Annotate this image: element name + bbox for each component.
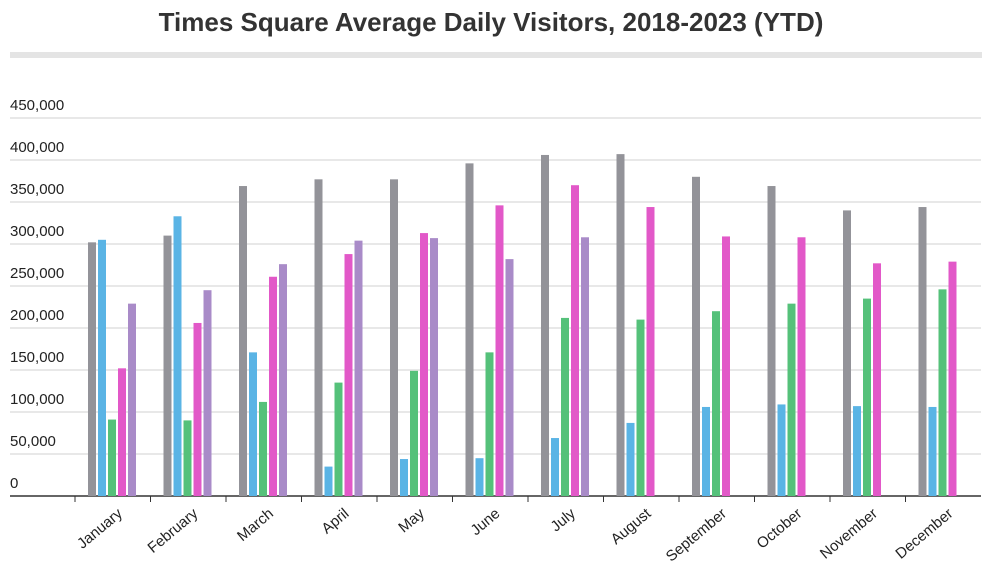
bar [98,239,106,497]
bar [722,236,730,496]
x-tick-label: January [74,505,126,553]
bar [616,154,625,496]
bar [183,420,192,496]
y-tick-label: 300,000 [10,223,64,240]
bar [928,406,937,496]
bar [118,368,126,496]
x-tick-label: February [144,505,201,557]
bar [163,235,172,496]
bar [354,240,363,496]
x-tick-label: June [468,505,504,539]
bar [324,466,333,496]
x-tick-label: September [663,505,730,565]
x-tick-label: November [817,505,881,563]
bar [571,185,579,496]
bar [88,242,96,496]
bar [863,298,871,496]
bar [636,319,645,496]
bar [465,163,474,497]
bar [948,261,957,496]
y-tick-label: 100,000 [10,391,64,408]
bar [843,210,851,496]
bar [485,352,494,496]
bar [249,352,257,496]
y-tick-label: 0 [10,475,18,492]
y-tick-label: 350,000 [10,181,64,198]
bar [581,237,589,496]
bar [475,458,484,496]
bar [692,176,700,497]
bar [344,254,353,496]
bar [797,237,806,496]
bar [108,419,116,496]
bar [873,263,881,496]
bar [334,382,343,496]
bar [239,186,247,497]
bar [420,233,428,496]
bar [561,317,569,496]
bar [541,154,549,496]
bar [918,207,927,497]
bar [938,289,947,496]
bar [777,404,786,496]
title-rule [10,52,982,58]
chart-title: Times Square Average Daily Visitors, 201… [159,7,824,37]
bar [279,264,287,496]
bar [853,406,861,496]
bar [173,216,182,496]
x-tick-label: December [892,505,956,563]
y-tick-label: 450,000 [10,97,64,114]
bar [787,303,796,496]
y-tick-label: 400,000 [10,139,64,156]
bar [646,207,655,497]
bar [128,303,136,496]
bar [410,370,418,496]
y-tick-label: 150,000 [10,349,64,366]
bar [259,401,267,496]
bar [193,322,202,496]
bar [505,259,514,496]
bar [626,422,635,496]
x-tick-label: April [318,505,352,537]
y-tick-label: 200,000 [10,307,64,324]
bar [712,311,720,496]
x-tick-label: March [234,505,277,545]
bar [495,205,504,497]
x-tick-label: May [395,505,428,537]
bar [551,438,559,496]
bar [390,179,398,496]
x-tick-label: October [754,505,806,552]
bar [203,290,212,496]
y-tick-label: 250,000 [10,265,64,282]
bar [702,406,710,496]
y-tick-label: 50,000 [10,433,56,450]
bar [400,459,408,496]
bar [314,179,323,496]
bar [767,186,776,497]
x-tick-label: August [608,505,655,549]
x-tick-label: July [548,505,580,535]
bar [269,276,277,496]
bar [430,238,438,496]
